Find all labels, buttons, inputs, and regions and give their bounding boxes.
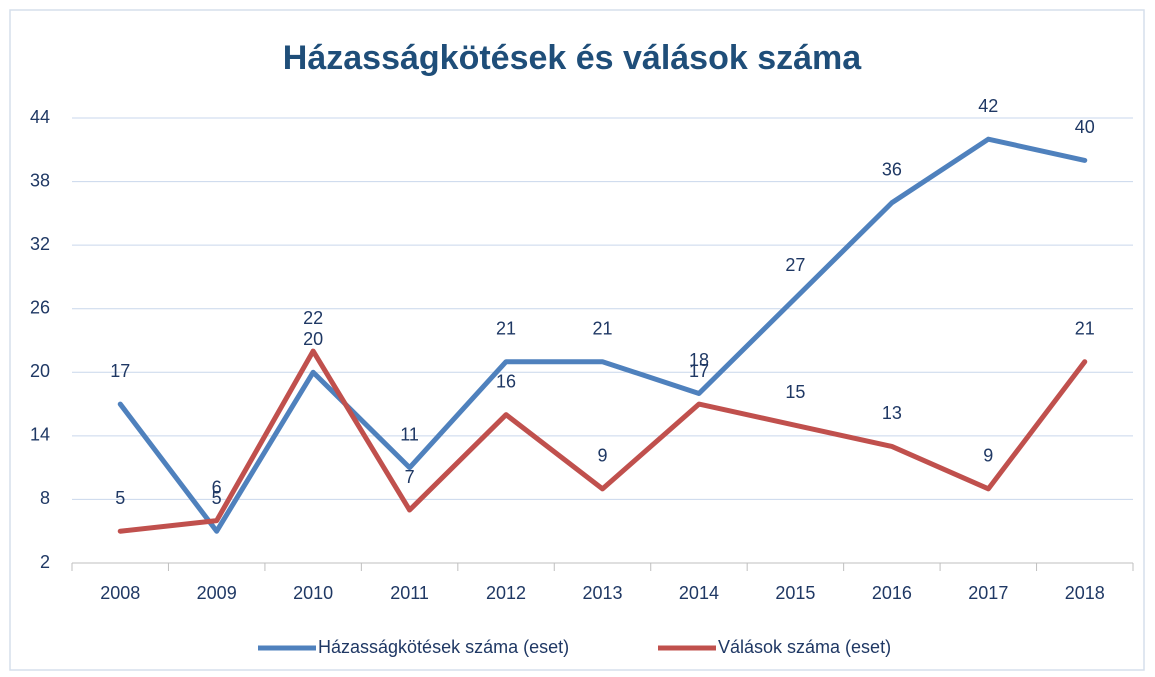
data-label: 20 <box>303 329 323 349</box>
data-label: 18 <box>689 350 709 370</box>
y-tick-label: 20 <box>30 361 50 381</box>
x-tick-label: 2015 <box>775 583 815 603</box>
data-label: 36 <box>882 160 902 180</box>
x-tick-label: 2014 <box>679 583 719 603</box>
data-label: 7 <box>405 467 415 487</box>
x-tick-label: 2010 <box>293 583 333 603</box>
data-label: 9 <box>983 446 993 466</box>
x-tick-label: 2017 <box>968 583 1008 603</box>
data-label: 16 <box>496 371 516 391</box>
legend-label: Válások száma (eset) <box>718 637 891 657</box>
data-label: 15 <box>785 382 805 402</box>
data-label: 22 <box>303 308 323 328</box>
data-label: 17 <box>110 361 130 381</box>
y-tick-label: 26 <box>30 297 50 317</box>
data-label: 21 <box>496 318 516 338</box>
data-label: 13 <box>882 403 902 423</box>
series-line <box>117 348 1088 534</box>
y-tick-label: 2 <box>40 552 50 572</box>
data-label: 40 <box>1075 117 1095 137</box>
data-label: 21 <box>1075 318 1095 338</box>
x-tick-label: 2013 <box>582 583 622 603</box>
x-tick-label: 2016 <box>872 583 912 603</box>
y-tick-label: 44 <box>30 107 50 127</box>
y-tick-label: 38 <box>30 170 50 190</box>
data-label: 5 <box>212 488 222 508</box>
series-line <box>117 136 1088 534</box>
x-tick-label: 2018 <box>1065 583 1105 603</box>
data-label: 27 <box>785 255 805 275</box>
x-tick-label: 2012 <box>486 583 526 603</box>
data-label: 6 <box>212 477 222 497</box>
x-tick-label: 2011 <box>390 583 429 603</box>
y-tick-label: 14 <box>30 425 50 445</box>
y-tick-label: 32 <box>30 234 50 254</box>
data-label: 42 <box>978 96 998 116</box>
data-label: 17 <box>689 361 709 381</box>
data-label: 21 <box>592 318 612 338</box>
chart-border <box>9 9 1145 671</box>
data-label: 5 <box>115 488 125 508</box>
data-label: 9 <box>597 446 607 466</box>
y-tick-label: 8 <box>40 488 50 508</box>
chart-title: Házasságkötések és válások száma <box>283 39 862 77</box>
x-tick-label: 2008 <box>100 583 140 603</box>
data-label: 11 <box>400 424 419 444</box>
x-tick-label: 2009 <box>197 583 237 603</box>
legend-label: Házasságkötések száma (eset) <box>318 637 569 657</box>
